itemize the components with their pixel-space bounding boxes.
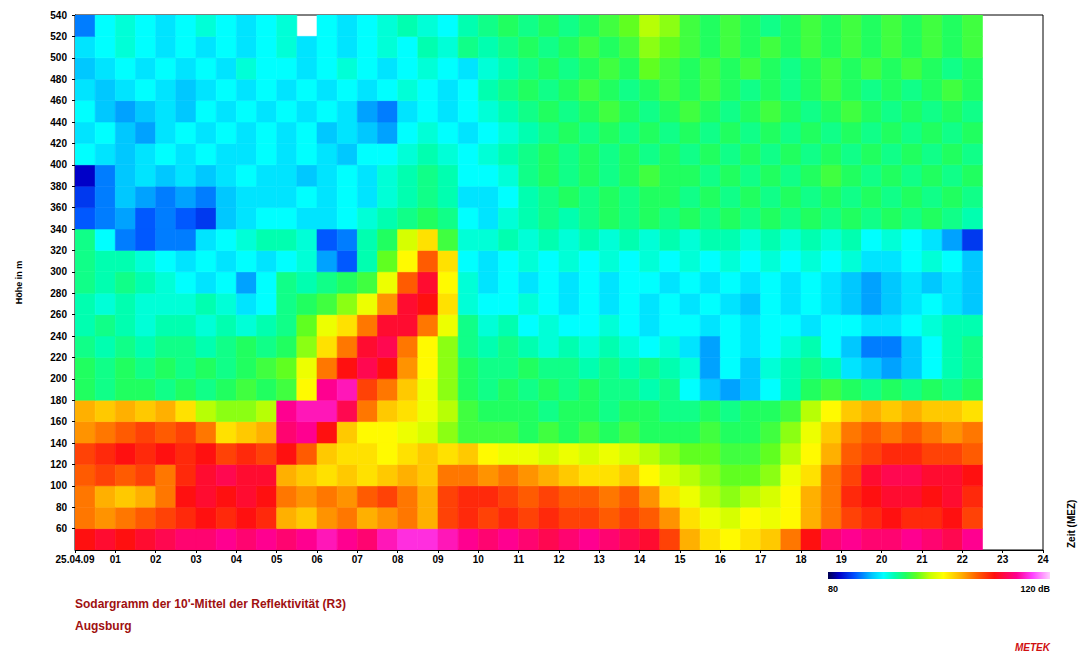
svg-text:500: 500 bbox=[50, 52, 67, 63]
svg-text:23: 23 bbox=[997, 554, 1009, 565]
svg-text:10: 10 bbox=[473, 554, 485, 565]
svg-text:Augsburg: Augsburg bbox=[75, 619, 132, 633]
svg-text:09: 09 bbox=[432, 554, 444, 565]
svg-text:160: 160 bbox=[50, 416, 67, 427]
svg-text:02: 02 bbox=[150, 554, 162, 565]
svg-text:60: 60 bbox=[56, 523, 68, 534]
svg-text:120: 120 bbox=[50, 459, 67, 470]
svg-text:01: 01 bbox=[110, 554, 122, 565]
svg-text:240: 240 bbox=[50, 331, 67, 342]
svg-text:440: 440 bbox=[50, 117, 67, 128]
svg-text:04: 04 bbox=[231, 554, 243, 565]
svg-text:25.04.09: 25.04.09 bbox=[56, 554, 95, 565]
svg-text:340: 340 bbox=[50, 224, 67, 235]
svg-text:03: 03 bbox=[190, 554, 202, 565]
svg-text:120 dB: 120 dB bbox=[1020, 584, 1050, 594]
svg-text:17: 17 bbox=[755, 554, 767, 565]
svg-text:13: 13 bbox=[594, 554, 606, 565]
svg-text:480: 480 bbox=[50, 74, 67, 85]
svg-text:320: 320 bbox=[50, 245, 67, 256]
svg-text:540: 540 bbox=[50, 10, 67, 21]
svg-text:07: 07 bbox=[352, 554, 364, 565]
svg-text:80: 80 bbox=[56, 502, 68, 513]
svg-text:20: 20 bbox=[876, 554, 888, 565]
svg-text:15: 15 bbox=[674, 554, 686, 565]
svg-text:100: 100 bbox=[50, 480, 67, 491]
svg-text:Zeit (MEZ): Zeit (MEZ) bbox=[1066, 500, 1077, 548]
svg-text:24: 24 bbox=[1037, 554, 1049, 565]
svg-text:360: 360 bbox=[50, 202, 67, 213]
svg-text:380: 380 bbox=[50, 181, 67, 192]
svg-text:180: 180 bbox=[50, 395, 67, 406]
svg-text:18: 18 bbox=[795, 554, 807, 565]
svg-text:260: 260 bbox=[50, 309, 67, 320]
svg-text:520: 520 bbox=[50, 31, 67, 42]
svg-text:Sodargramm der 10'-Mittel der: Sodargramm der 10'-Mittel der Reflektivi… bbox=[75, 597, 346, 611]
svg-text:420: 420 bbox=[50, 138, 67, 149]
svg-text:80: 80 bbox=[828, 584, 838, 594]
svg-text:220: 220 bbox=[50, 352, 67, 363]
svg-text:06: 06 bbox=[311, 554, 323, 565]
svg-text:22: 22 bbox=[957, 554, 969, 565]
svg-text:19: 19 bbox=[836, 554, 848, 565]
svg-text:300: 300 bbox=[50, 266, 67, 277]
svg-text:280: 280 bbox=[50, 288, 67, 299]
svg-text:400: 400 bbox=[50, 159, 67, 170]
svg-text:METEK: METEK bbox=[1015, 642, 1051, 653]
svg-text:200: 200 bbox=[50, 373, 67, 384]
svg-text:Höhe in m: Höhe in m bbox=[14, 261, 24, 305]
svg-text:08: 08 bbox=[392, 554, 404, 565]
svg-text:11: 11 bbox=[513, 554, 524, 565]
svg-text:140: 140 bbox=[50, 438, 67, 449]
svg-text:14: 14 bbox=[634, 554, 646, 565]
svg-text:12: 12 bbox=[553, 554, 565, 565]
svg-text:460: 460 bbox=[50, 95, 67, 106]
svg-text:16: 16 bbox=[715, 554, 727, 565]
svg-text:05: 05 bbox=[271, 554, 283, 565]
svg-text:21: 21 bbox=[916, 554, 928, 565]
